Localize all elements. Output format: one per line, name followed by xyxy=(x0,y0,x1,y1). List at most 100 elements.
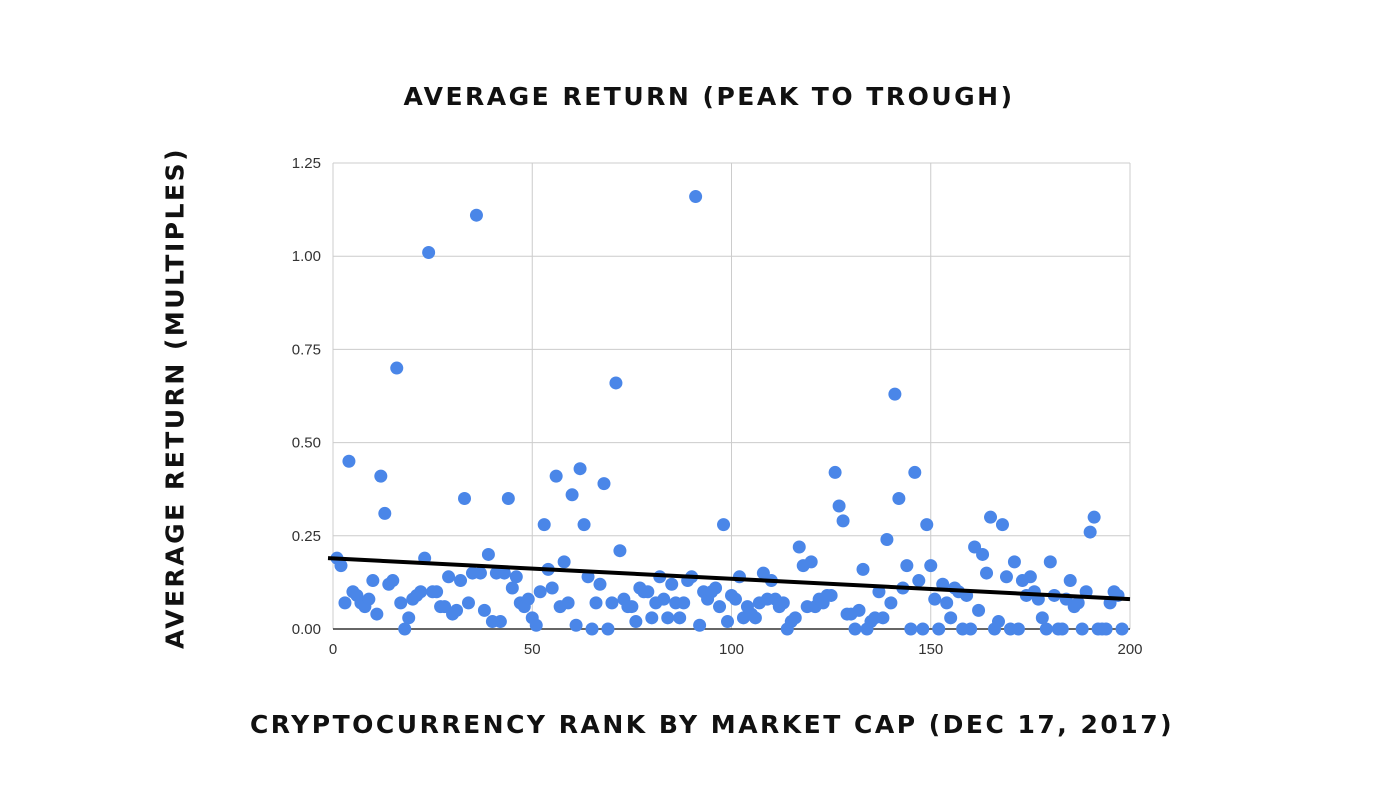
data-point xyxy=(561,596,575,610)
data-point xyxy=(473,566,487,580)
data-point xyxy=(836,514,850,528)
data-point xyxy=(1035,611,1049,625)
data-point xyxy=(657,592,671,606)
data-point xyxy=(378,506,392,520)
data-point xyxy=(912,574,926,588)
data-point xyxy=(573,462,587,476)
data-point xyxy=(505,581,519,595)
data-point xyxy=(497,566,511,580)
data-point xyxy=(888,387,902,401)
data-point xyxy=(944,611,958,625)
data-point xyxy=(1023,570,1037,584)
data-point xyxy=(605,596,619,610)
data-point xyxy=(852,603,866,617)
data-point xyxy=(689,190,703,204)
data-point xyxy=(338,596,352,610)
data-point xyxy=(625,600,639,614)
data-point xyxy=(481,547,495,561)
data-point xyxy=(984,510,998,524)
data-point xyxy=(1099,622,1113,636)
trendline xyxy=(327,556,1131,602)
data-point xyxy=(394,596,408,610)
data-point xyxy=(557,555,571,569)
data-point xyxy=(721,615,735,629)
grid-lines xyxy=(332,162,1131,630)
data-point xyxy=(788,611,802,625)
data-point xyxy=(1063,574,1077,588)
data-point xyxy=(991,615,1005,629)
data-point xyxy=(916,622,930,636)
data-point xyxy=(493,615,507,629)
data-point xyxy=(748,611,762,625)
data-point xyxy=(980,566,994,580)
data-point xyxy=(597,477,611,491)
data-point xyxy=(430,585,444,599)
data-point xyxy=(717,518,731,532)
x-tick-labels: 0 50 100 150 200 xyxy=(329,641,1143,658)
x-tick-label: 100 xyxy=(719,641,744,658)
data-point xyxy=(1075,622,1089,636)
data-point xyxy=(876,611,890,625)
data-point xyxy=(999,570,1013,584)
data-points xyxy=(330,190,1129,636)
data-point xyxy=(569,618,583,632)
y-tick-labels: 0.00 0.25 0.50 0.75 1.00 1.25 xyxy=(292,155,321,638)
data-point xyxy=(709,581,723,595)
data-point xyxy=(804,555,818,569)
data-point xyxy=(924,559,938,573)
data-point xyxy=(585,622,599,636)
data-point xyxy=(976,547,990,561)
data-point xyxy=(565,488,579,502)
data-point xyxy=(362,592,376,606)
data-point xyxy=(900,559,914,573)
data-point xyxy=(1039,622,1053,636)
y-tick-label: 1.25 xyxy=(292,155,321,172)
data-point xyxy=(661,611,675,625)
data-point xyxy=(728,592,742,606)
data-point xyxy=(677,596,691,610)
y-tick-label: 0.25 xyxy=(292,528,321,545)
data-point xyxy=(374,469,388,483)
data-point xyxy=(629,615,643,629)
data-point xyxy=(964,622,978,636)
data-point xyxy=(537,518,551,532)
x-tick-label: 200 xyxy=(1117,641,1142,658)
data-point xyxy=(1087,510,1101,524)
data-point xyxy=(828,465,842,479)
data-point xyxy=(414,585,428,599)
x-axis-label: CRYPTOCURRENCY RANK BY MARKET CAP (DEC 1… xyxy=(249,710,1175,739)
data-point xyxy=(390,361,404,375)
data-point xyxy=(545,581,559,595)
data-point xyxy=(589,596,603,610)
data-point xyxy=(832,499,846,513)
data-point xyxy=(792,540,806,554)
data-point xyxy=(1043,555,1057,569)
data-point xyxy=(334,559,348,573)
data-point xyxy=(1055,622,1069,636)
data-point xyxy=(458,492,472,506)
x-tick-label: 150 xyxy=(918,641,943,658)
data-point xyxy=(386,574,400,588)
data-point xyxy=(892,492,906,506)
data-point xyxy=(593,577,607,591)
data-point xyxy=(995,518,1009,532)
data-point xyxy=(908,465,922,479)
data-point xyxy=(469,208,483,222)
data-point xyxy=(366,574,380,588)
data-point xyxy=(402,611,416,625)
data-point xyxy=(645,611,659,625)
x-tick-label: 50 xyxy=(524,641,541,658)
data-point xyxy=(940,596,954,610)
data-point xyxy=(665,577,679,591)
data-point xyxy=(370,607,384,621)
data-point xyxy=(422,245,436,259)
data-point xyxy=(501,492,515,506)
data-point xyxy=(920,518,934,532)
data-point xyxy=(904,622,918,636)
x-tick-label: 0 xyxy=(329,641,337,658)
chart-title: AVERAGE RETURN (PEAK TO TROUGH) xyxy=(403,82,1015,111)
data-point xyxy=(884,596,898,610)
data-point xyxy=(972,603,986,617)
y-tick-label: 0.75 xyxy=(292,341,321,358)
